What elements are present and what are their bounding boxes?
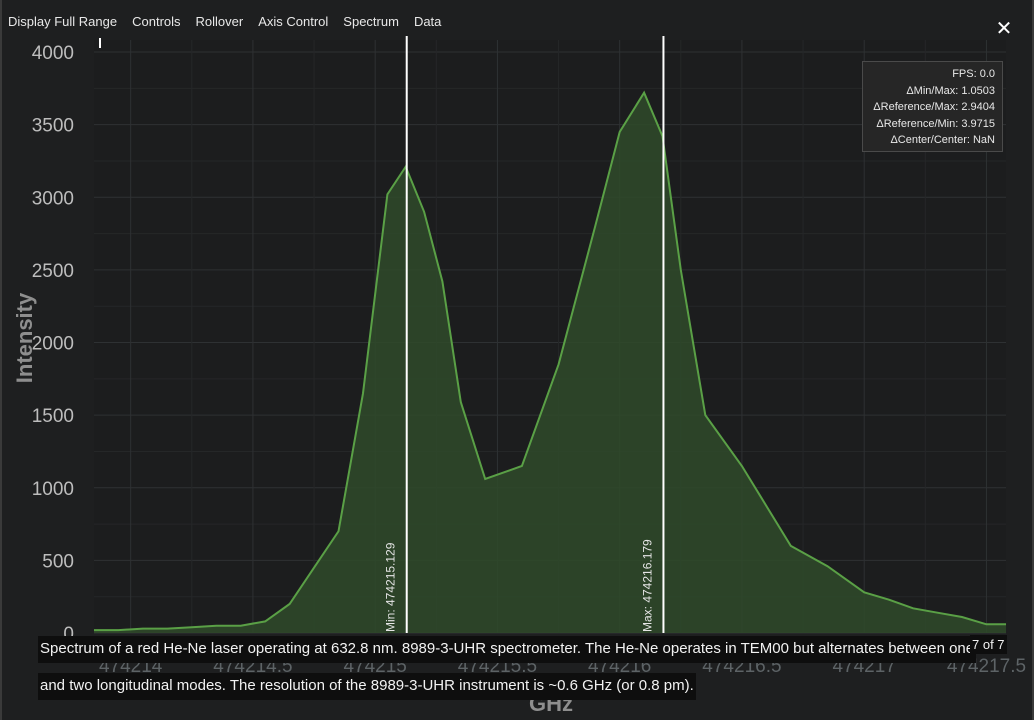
y-tick-label: 3500 xyxy=(32,116,74,137)
y-tick-label: 4000 xyxy=(32,43,74,64)
delta-min-max-readout: ΔMin/Max: 1.0503 xyxy=(906,84,995,97)
menu-spectrum[interactable]: Spectrum xyxy=(343,14,399,29)
y-tick-label: 500 xyxy=(42,551,74,572)
chart-series-layer xyxy=(93,90,1007,633)
stats-panel: FPS: 0.0 ΔMin/Max: 1.0503 ΔReference/Max… xyxy=(862,61,1003,152)
spectrum-area-fill xyxy=(94,92,1006,633)
y-axis-ticks: 0 500 1000 1500 2000 2500 3000 3500 4000 xyxy=(32,43,74,645)
page-counter: 7 of 7 xyxy=(970,635,1007,654)
delta-reference-max-readout: ΔReference/Max: 2.9404 xyxy=(873,101,995,113)
close-icon[interactable]: ✕ xyxy=(995,16,1013,40)
y-tick-label: 1500 xyxy=(32,406,74,427)
menu-data[interactable]: Data xyxy=(413,14,442,29)
menu-controls[interactable]: Controls xyxy=(132,14,181,29)
y-tick-label: 0 xyxy=(63,624,74,645)
y-tick-label: 2500 xyxy=(32,261,74,282)
menu-rollover[interactable]: Rollover xyxy=(195,14,244,29)
menu-bar: Display Full Range Controls Rollover Axi… xyxy=(2,0,1034,42)
caption-line-2: and two longitudinal modes. The resoluti… xyxy=(38,673,696,700)
delta-reference-min-readout: ΔReference/Min: 3.9715 xyxy=(876,117,995,130)
image-caption: Spectrum of a red He-Ne laser operating … xyxy=(38,634,1008,700)
max-cursor-label: Max: 474216.179 xyxy=(640,539,654,632)
fps-readout: FPS: 0.0 xyxy=(952,68,995,80)
chart-cursor-layer[interactable]: Min: 474215.129 Max: 474216.179 xyxy=(384,36,665,633)
delta-center-readout: ΔCenter/Center: NaN xyxy=(890,134,995,146)
menu-display-full-range[interactable]: Display Full Range xyxy=(8,14,118,29)
caption-line-1: Spectrum of a red He-Ne laser operating … xyxy=(38,636,977,663)
y-axis-title: Intensity xyxy=(12,292,37,383)
spectrum-line xyxy=(94,90,1006,632)
y-tick-label: 3000 xyxy=(32,188,74,209)
min-cursor-label: Min: 474215.129 xyxy=(384,542,398,632)
y-tick-label: 2000 xyxy=(32,334,74,355)
y-tick-label: 1000 xyxy=(32,479,74,500)
menu-axis-control[interactable]: Axis Control xyxy=(258,14,329,29)
